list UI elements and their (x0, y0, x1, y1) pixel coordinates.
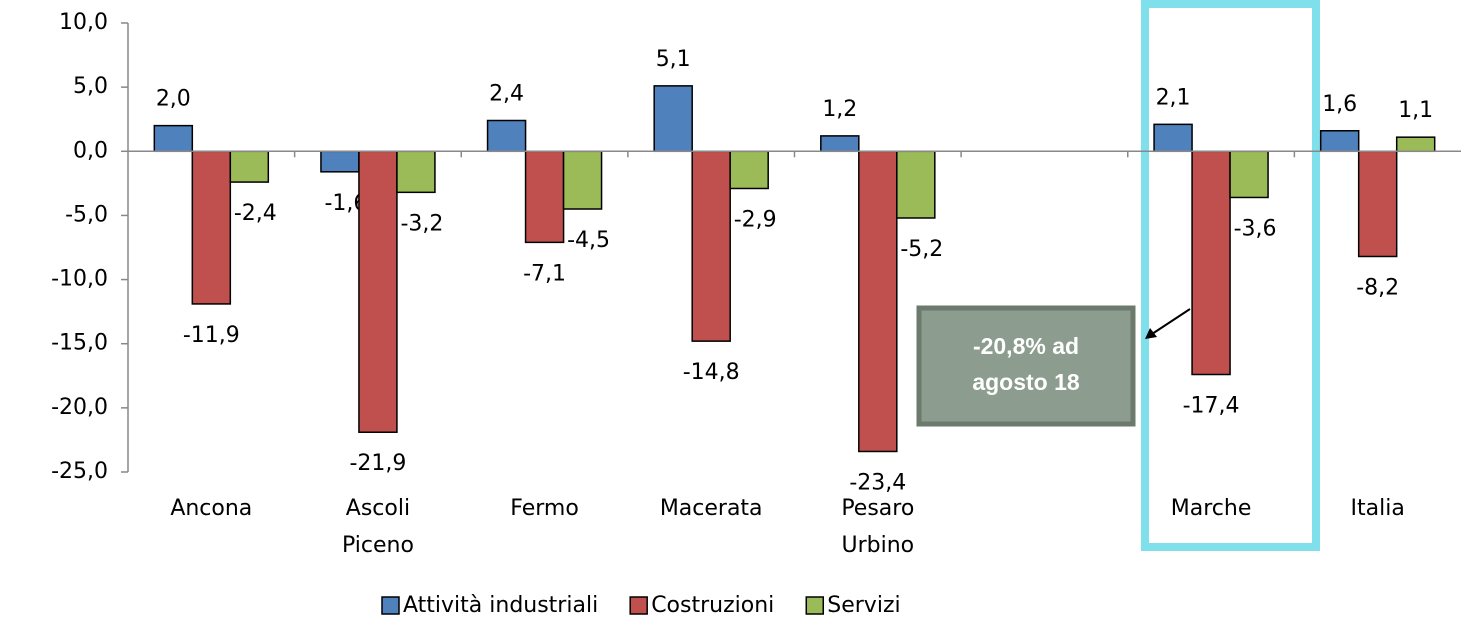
value-label: 1,1 (1398, 98, 1433, 123)
bar (396, 150, 436, 194)
bar (1229, 150, 1269, 199)
bar (858, 150, 898, 453)
legend-label: Attività industriali (403, 593, 598, 617)
value-label: -3,2 (400, 211, 443, 236)
bar (729, 150, 769, 190)
value-label: -14,8 (683, 360, 740, 385)
y-tick-label: -5,0 (65, 202, 108, 227)
value-label: -8,2 (1356, 275, 1399, 300)
value-label: -5,2 (900, 237, 943, 262)
highlight-box (1141, 0, 1320, 551)
bar (153, 124, 194, 153)
legend-swatch (629, 596, 648, 615)
x-tick-label: Marche (1171, 496, 1252, 521)
bar (562, 150, 603, 210)
annotation-arrow (1151, 308, 1191, 335)
value-label: 1,6 (1322, 92, 1357, 117)
value-label: 2,0 (156, 87, 191, 112)
value-label: -2,9 (734, 207, 777, 232)
bar (524, 150, 565, 244)
x-tick-label: Macerata (660, 496, 763, 521)
annotation-box (916, 305, 1136, 427)
value-label: -7,1 (523, 261, 566, 286)
y-tick-label: -10,0 (51, 267, 108, 292)
bar (486, 119, 527, 153)
bar (1153, 123, 1193, 153)
x-tick-label: Italia (1351, 496, 1405, 521)
bar (320, 150, 360, 173)
bar (653, 85, 693, 153)
value-label: -23,4 (849, 470, 906, 495)
bar (691, 150, 731, 342)
y-tick-label: 10,0 (59, 10, 108, 35)
value-label: 2,4 (489, 81, 524, 106)
bar (1357, 150, 1398, 258)
x-tick-label: Pesaro Urbino (841, 496, 914, 558)
y-tick-label: -20,0 (51, 395, 108, 420)
bar (896, 150, 936, 219)
annotation: agosto 18 (972, 369, 1080, 395)
value-label: -3,6 (1234, 216, 1277, 241)
y-tick-label: -25,0 (51, 459, 108, 484)
bar (1319, 130, 1360, 153)
legend-swatch (805, 596, 825, 615)
value-label: -17,4 (1183, 394, 1240, 419)
legend-label: Servizi (827, 593, 900, 617)
x-tick-label: Ascoli Piceno (342, 496, 414, 558)
legend-swatch (381, 596, 400, 615)
arrow-head (1145, 328, 1157, 339)
bar (358, 150, 398, 433)
x-tick-label: Fermo (510, 496, 579, 521)
x-tick-label: Ancona (170, 496, 252, 521)
value-label: 2,1 (1156, 85, 1191, 110)
bar (1395, 136, 1436, 153)
value-label: -21,9 (349, 451, 406, 476)
value-label: 5,1 (656, 47, 691, 72)
bar (1191, 150, 1231, 376)
bar (229, 150, 270, 183)
value-label: -2,4 (234, 201, 277, 226)
y-tick-label: 5,0 (73, 74, 108, 99)
y-tick-label: 0,0 (73, 138, 108, 163)
bar (191, 150, 232, 305)
bar (820, 135, 860, 153)
annotation: -20,8% ad (973, 333, 1079, 359)
y-tick-label: -15,0 (51, 331, 108, 356)
value-label: -4,5 (567, 228, 610, 253)
legend-label: Costruzioni (651, 593, 774, 617)
value-label: -11,9 (183, 323, 240, 348)
value-label: 1,2 (822, 97, 857, 122)
